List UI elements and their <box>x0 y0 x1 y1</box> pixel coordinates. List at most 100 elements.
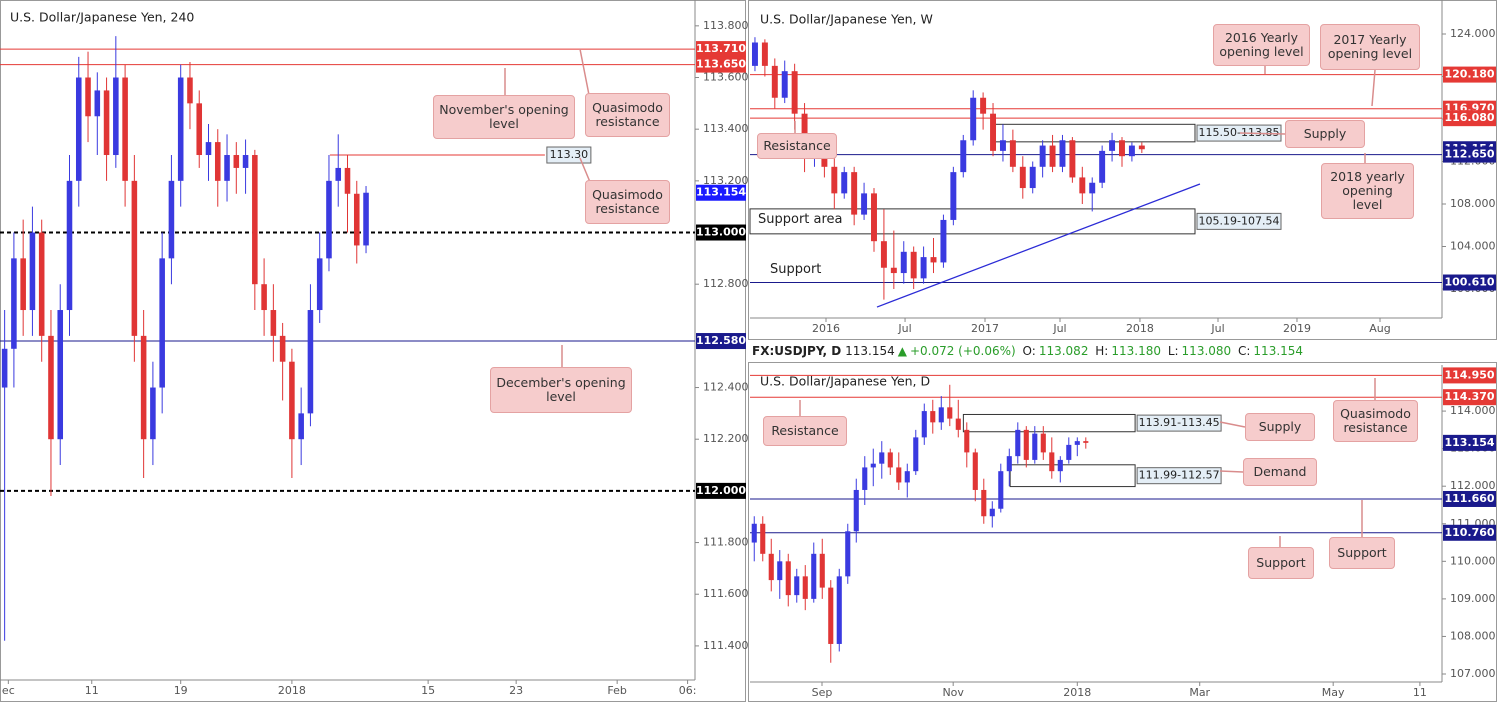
zone-label-box <box>1196 124 1282 142</box>
candle-body <box>802 576 808 599</box>
price-label-box <box>1443 66 1496 83</box>
candle-body <box>1074 441 1080 445</box>
y-tick-label: 113.800 <box>703 19 749 32</box>
x-tick-label: Jul <box>1052 322 1066 335</box>
candle-body <box>1040 433 1046 453</box>
candle-body <box>353 193 360 246</box>
candle-body <box>777 561 783 581</box>
candle-body <box>879 452 885 464</box>
candle-body <box>1049 145 1056 167</box>
candle-body <box>1128 145 1135 157</box>
candle-body <box>205 142 212 156</box>
price-label-box <box>1443 367 1496 384</box>
candle-body <box>113 77 119 156</box>
price-label-box <box>1443 490 1496 507</box>
candle-body <box>781 71 788 98</box>
x-tick-label: 2016 <box>812 322 840 335</box>
candle-body <box>363 192 369 246</box>
candle-body <box>836 576 842 644</box>
candle-body <box>751 42 758 66</box>
candle-body <box>841 172 848 194</box>
candle-body <box>48 335 54 440</box>
info-bar: FX:USDJPY, D 113.154 ▲ +0.072 (+0.06%) O: 1… <box>752 344 1306 358</box>
y-tick-label: 124.000 <box>1450 27 1496 40</box>
candle-body <box>768 553 774 581</box>
candle-body <box>252 155 258 285</box>
candle-body <box>103 90 110 156</box>
price-label-box <box>696 482 746 499</box>
candle-body <box>1066 444 1072 460</box>
zone <box>749 208 1196 235</box>
callout: November's opening level <box>433 95 575 139</box>
chart-title: U.S. Dollar/Japanese Yen, 240 <box>10 10 194 25</box>
price-label: 113.710 <box>696 42 746 55</box>
candle-body <box>904 471 910 483</box>
callout: Resistance <box>757 133 837 159</box>
candle-body <box>94 90 101 117</box>
zone-label-box <box>1136 467 1222 485</box>
price-label: 112.000 <box>696 484 746 497</box>
candle-body <box>989 508 995 517</box>
low: 113.080 <box>1181 344 1232 358</box>
candle-body <box>828 587 834 644</box>
price-label: 100.610 <box>1444 276 1494 289</box>
price-label-box <box>1443 146 1496 163</box>
x-tick-label: Mar <box>1189 686 1210 699</box>
callout: Quasimodo resistance <box>1333 400 1418 442</box>
price-label-box <box>696 184 746 201</box>
candle-body <box>270 310 277 336</box>
candle-body <box>981 489 987 517</box>
callout-pointer <box>1239 132 1286 135</box>
candle-body <box>1009 140 1016 167</box>
candle-body <box>1099 150 1106 183</box>
price-label: 113.154 <box>696 186 746 199</box>
candle-body <box>920 257 927 279</box>
candle-body <box>1079 177 1086 194</box>
candle-body <box>289 361 295 440</box>
x-tick-label: Jul <box>897 322 911 335</box>
callout: 2018 yearly opening level <box>1321 163 1414 219</box>
price-label-box <box>696 224 746 241</box>
high-label: H: <box>1095 344 1109 358</box>
y-tick-label: 109.000 <box>1450 592 1496 605</box>
candle-body <box>845 531 851 577</box>
price-label-box <box>1443 274 1496 291</box>
y-tick-label: 113.600 <box>703 71 749 84</box>
low-label: L: <box>1167 344 1179 358</box>
candle-body <box>1006 456 1012 472</box>
callout: 2017 Yearly opening level <box>1320 24 1420 70</box>
price-label-box <box>696 56 746 73</box>
x-tick-label: 11 <box>1413 686 1427 699</box>
price-label: 112.650 <box>1444 148 1494 161</box>
candle-body <box>196 103 203 156</box>
x-tick-label: 2019 <box>1283 322 1311 335</box>
candle-body <box>316 258 323 311</box>
price-label: 110.760 <box>1444 526 1494 539</box>
candle-body <box>960 140 967 173</box>
candle-body <box>811 553 817 599</box>
x-tick-label: 2018 <box>1126 322 1154 335</box>
x-tick-label: May <box>1322 686 1345 699</box>
candle-body <box>85 77 91 117</box>
y-tick-label: 113.200 <box>703 174 749 187</box>
open-label: O: <box>1022 344 1036 358</box>
candle-body <box>890 267 897 274</box>
x-tick-label: 23 <box>509 684 523 697</box>
price-label-box <box>696 333 746 350</box>
y-tick-label: 111.600 <box>703 587 749 600</box>
open: 113.082 <box>1038 344 1089 358</box>
y-tick-label: 112.200 <box>703 432 749 445</box>
candle-body <box>224 155 230 181</box>
segment-label: 113.30 <box>550 148 589 161</box>
candle-body <box>233 155 240 168</box>
candle-body <box>955 418 961 430</box>
x-tick-label: ec <box>2 684 15 697</box>
symbol: FX:USDJPY, D <box>752 344 842 358</box>
candle-body <box>1 348 8 388</box>
y-tick-label: 112.400 <box>703 381 749 394</box>
y-tick-label: 107.000 <box>1450 667 1496 680</box>
x-tick-label: 06: <box>679 684 697 697</box>
candle-body <box>964 429 970 453</box>
candle-body <box>851 172 858 215</box>
x-tick-label: Aug <box>1369 322 1390 335</box>
